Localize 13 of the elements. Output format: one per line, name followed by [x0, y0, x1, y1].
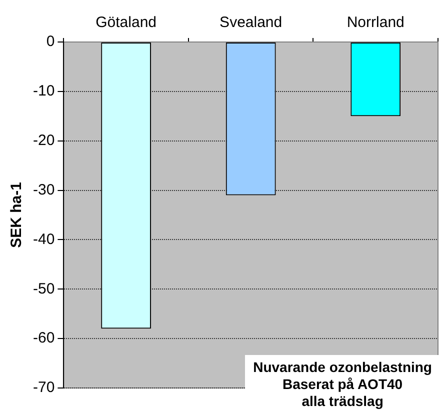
y-tick-label: -60	[32, 330, 55, 347]
x-tick-label: Svealand	[220, 14, 282, 32]
y-tick-label: -70	[32, 379, 55, 396]
y-tick-label: -30	[32, 181, 55, 198]
y-tick-label: -20	[32, 132, 55, 149]
y-axis-title: SEK ha-1	[8, 182, 26, 248]
y-tick-label: 0	[46, 33, 55, 50]
x-tick-label: Norrland	[346, 14, 404, 32]
y-tick-label: -10	[32, 82, 55, 100]
y-tick-label: -50	[32, 280, 55, 298]
y-tick-label: -40	[32, 230, 55, 248]
x-tick-label: Götaland	[96, 14, 157, 32]
annotation: Nuvarande ozonbelastning Baserat på AOT40 alla trädslag	[245, 355, 440, 412]
